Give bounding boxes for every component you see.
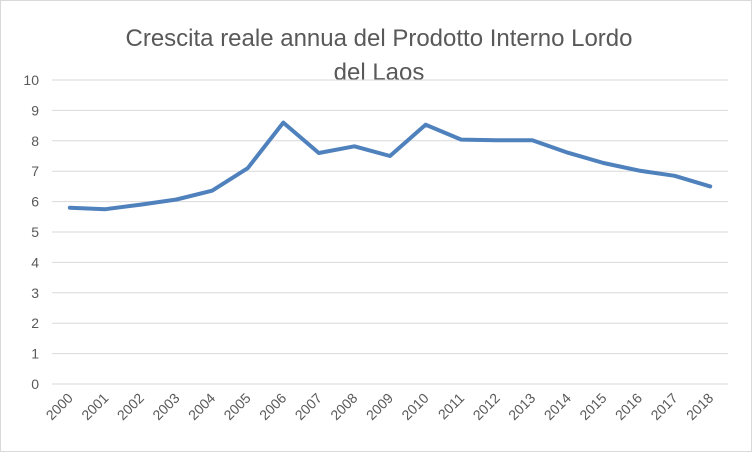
x-tick-label-2009: 2009: [363, 390, 396, 423]
x-tick-label-2014: 2014: [541, 390, 574, 423]
chart-title-line-1: Crescita reale annua del Prodotto Intern…: [126, 25, 633, 52]
data-point-2004: [210, 188, 215, 193]
x-tick-label-2017: 2017: [647, 390, 680, 423]
data-point-2000: [67, 205, 72, 210]
y-tick-label-3: 3: [31, 285, 39, 301]
y-axis-tick-labels: 0 1 2 3 4 5 6 7 8 9 10: [23, 72, 39, 392]
y-tick-label-6: 6: [31, 194, 39, 210]
y-tick-label-2: 2: [31, 315, 39, 331]
chart-title-line-2: del Laos: [334, 59, 425, 86]
x-tick-label-2000: 2000: [43, 390, 76, 423]
x-tick-label-2011: 2011: [435, 390, 468, 423]
y-tick-label-7: 7: [31, 163, 39, 179]
x-tick-label-2005: 2005: [220, 390, 253, 423]
x-tick-label-2018: 2018: [683, 390, 716, 423]
x-tick-label-2016: 2016: [612, 390, 645, 423]
data-point-2011: [459, 137, 464, 142]
data-point-2017: [672, 173, 677, 178]
data-point-2013: [530, 138, 535, 143]
x-tick-label-2003: 2003: [149, 390, 182, 423]
y-tick-label-10: 10: [23, 72, 39, 88]
y-tick-label-1: 1: [31, 346, 39, 362]
data-point-2002: [138, 202, 143, 207]
data-point-2005: [245, 166, 250, 171]
data-point-2010: [423, 122, 428, 127]
data-point-2015: [601, 160, 606, 165]
y-tick-label-5: 5: [31, 224, 39, 240]
data-point-2012: [494, 138, 499, 143]
data-point-2008: [352, 144, 357, 149]
x-tick-label-2013: 2013: [505, 390, 538, 423]
y-tick-label-4: 4: [31, 254, 39, 270]
gridlines: [52, 79, 728, 385]
x-tick-label-2010: 2010: [398, 390, 431, 423]
y-tick-label-0: 0: [31, 376, 39, 392]
x-tick-label-2007: 2007: [292, 390, 325, 423]
y-tick-label-9: 9: [31, 102, 39, 118]
x-axis-tick-labels: 2000 2001 2002 2003 2004 2005 2006 2007 2008 2009…: [43, 390, 717, 423]
x-tick-label-2015: 2015: [576, 390, 609, 423]
data-point-2006: [281, 120, 286, 125]
data-point-2009: [388, 154, 393, 159]
data-point-2014: [565, 150, 570, 155]
data-point-2007: [316, 150, 321, 155]
x-tick-label-2001: 2001: [78, 390, 111, 423]
data-point-2003: [174, 197, 179, 202]
y-tick-label-8: 8: [31, 133, 39, 149]
data-point-2016: [637, 168, 642, 173]
data-point-2018: [708, 184, 713, 189]
x-tick-label-2006: 2006: [256, 390, 289, 423]
x-tick-label-2008: 2008: [327, 390, 360, 423]
x-tick-label-2004: 2004: [185, 390, 218, 423]
x-tick-label-2002: 2002: [114, 390, 147, 423]
series-line-0: [67, 120, 713, 212]
data-point-2001: [103, 207, 108, 212]
series-group: [67, 120, 713, 212]
x-tick-label-2012: 2012: [470, 390, 503, 423]
